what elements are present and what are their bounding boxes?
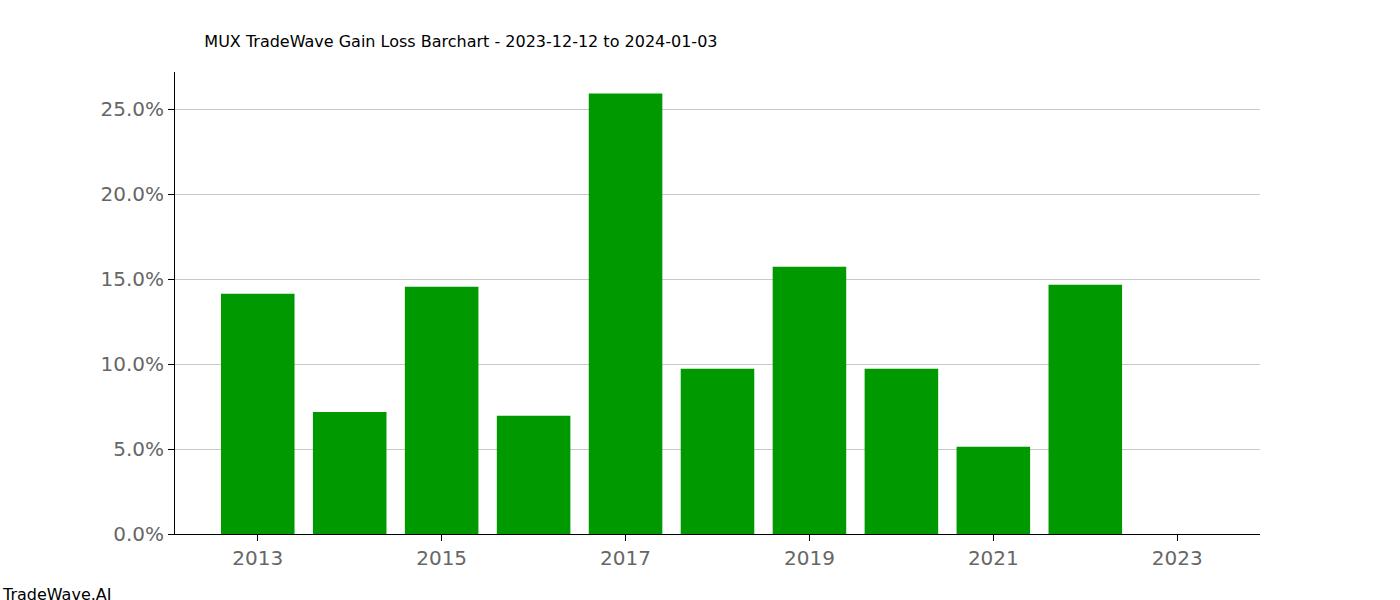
svg-text:MUX TradeWave Gain Loss Barcha: MUX TradeWave Gain Loss Barchart - 2023-…: [204, 32, 717, 51]
svg-text:10.0%: 10.0%: [100, 352, 164, 376]
svg-text:20.0%: 20.0%: [100, 182, 164, 206]
svg-text:2013: 2013: [232, 546, 283, 570]
svg-text:2023: 2023: [1152, 546, 1203, 570]
svg-text:2017: 2017: [600, 546, 651, 570]
svg-text:2021: 2021: [968, 546, 1019, 570]
svg-text:TradeWave.AI: TradeWave.AI: [2, 585, 111, 600]
svg-text:5.0%: 5.0%: [113, 437, 164, 461]
svg-text:2015: 2015: [416, 546, 467, 570]
svg-text:2019: 2019: [784, 546, 835, 570]
svg-text:15.0%: 15.0%: [100, 267, 164, 291]
svg-text:25.0%: 25.0%: [100, 97, 164, 121]
svg-text:0.0%: 0.0%: [113, 522, 164, 546]
